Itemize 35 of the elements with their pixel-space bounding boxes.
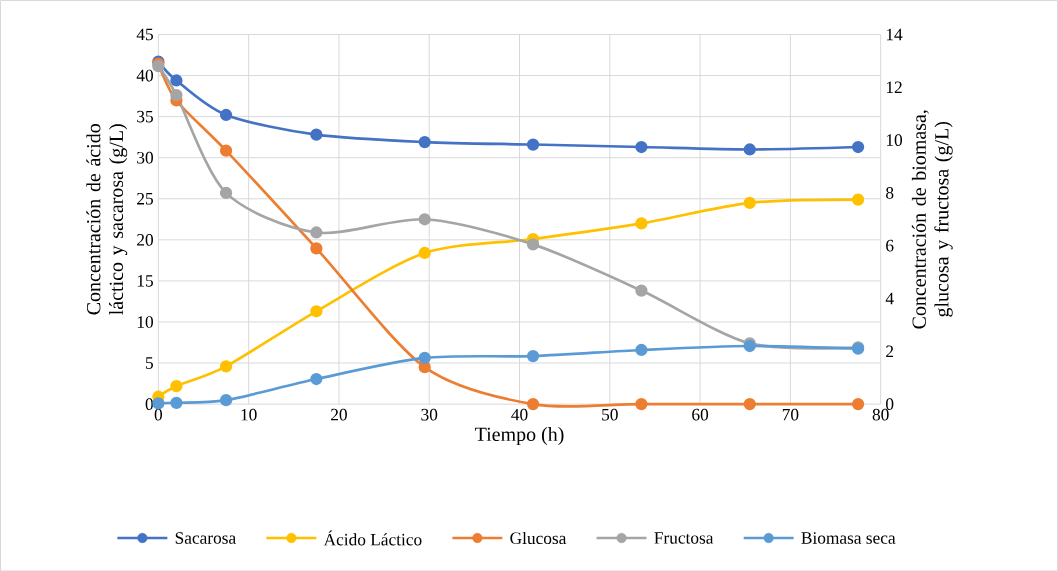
x-tick-label: 40 [511, 408, 528, 421]
x-tick-label: 70 [782, 408, 799, 421]
y-tick-label: 45 [136, 28, 153, 41]
x-tick-label: 50 [602, 408, 618, 421]
legend-label: Fructosa [654, 532, 714, 544]
y-tick-label: 5 [146, 357, 153, 369]
y-tick-label: 0 [145, 398, 153, 410]
y-axis-title: Concentración de ácido láctico y sacarosa (g/L) [86, 123, 128, 315]
x-tick-label: 20 [331, 408, 347, 421]
y-tick-label: 35 [137, 110, 153, 123]
y-tick-label: 25 [137, 192, 153, 205]
y2-tick-label: 8 [886, 186, 894, 199]
legend-label: Glucosa [510, 531, 567, 544]
y2-tick-label: 12 [886, 81, 902, 93]
y-tick-label: 10 [137, 315, 153, 328]
y-tick-label: 40 [136, 69, 153, 82]
y2-tick-label: 0 [886, 398, 894, 410]
x-tick-label: 60 [692, 408, 709, 421]
y-tick-label: 15 [137, 274, 153, 287]
legend-label: Sacarosa [175, 531, 236, 544]
x-tick-label: 80 [872, 408, 889, 421]
x-tick-label: 0 [154, 408, 163, 421]
y-tick-label: 30 [137, 151, 153, 164]
legend-label: Ácido Láctico [323, 530, 422, 546]
y2-tick-label: 14 [886, 28, 903, 40]
y2-tick-label: 2 [886, 345, 894, 357]
y2-tick-label: 10 [886, 134, 903, 146]
y-tick-label: 20 [137, 233, 153, 246]
x-tick-label: 30 [421, 408, 438, 421]
legend-label: Biomasa seca [801, 531, 896, 544]
y2-tick-label: 6 [886, 239, 894, 252]
x-tick-label: 10 [241, 408, 257, 421]
y2-axis-title: Concentración de biomasa, glucosa y fructosa (g/L) [911, 110, 953, 329]
y2-tick-label: 4 [885, 292, 894, 304]
x-axis-title: Tiempo (h) [475, 426, 564, 445]
